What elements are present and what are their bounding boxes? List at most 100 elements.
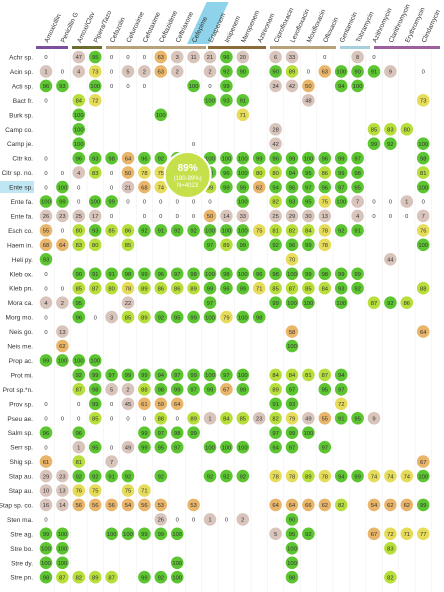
value-dot: [285, 65, 299, 78]
value-dot: [203, 310, 217, 324]
value-label: 42: [289, 84, 295, 90]
value-dot: [154, 440, 168, 454]
value-label: 99: [141, 575, 147, 581]
value-label: 62: [59, 344, 65, 350]
value-dot: [236, 383, 250, 396]
value-dot: [351, 267, 364, 281]
value-dot: [39, 556, 53, 570]
value-dot: [138, 498, 151, 512]
value-label: 98: [158, 388, 164, 394]
value-dot: [302, 498, 315, 512]
value-label: 63: [158, 70, 164, 76]
value-label: 23: [59, 214, 65, 220]
value-label: 0: [44, 272, 47, 278]
value-dot: [236, 310, 250, 324]
value-dot: [285, 180, 299, 194]
value-dot: [236, 50, 250, 64]
value-dot: [334, 383, 348, 396]
value-dot: [203, 296, 217, 309]
value-dot: [56, 180, 69, 194]
value-label: 91: [92, 272, 98, 278]
value-dot: [318, 368, 332, 382]
value-dot: [351, 166, 364, 179]
row-label: Stre dy.: [11, 560, 33, 567]
value-label: 85: [125, 243, 131, 249]
value-label: 0: [176, 200, 179, 206]
value-label: 98: [420, 156, 426, 162]
value-dot: [269, 209, 282, 223]
row-label: Prot sp.*n.: [3, 387, 34, 394]
value-label: 73: [92, 70, 98, 76]
value-label: 97: [338, 388, 344, 394]
value-label: 0: [44, 55, 47, 61]
value-dot: [285, 238, 299, 252]
value-label: 94: [158, 373, 165, 379]
value-dot: [384, 469, 397, 483]
row-label: Acti sp.: [12, 83, 34, 90]
value-label: 2: [176, 70, 179, 76]
value-label: 99: [338, 272, 344, 278]
value-label: 9: [389, 70, 392, 76]
value-dot: [72, 166, 86, 179]
value-label: 0: [422, 70, 425, 76]
value-dot: [416, 224, 430, 237]
value-label: 85: [76, 286, 82, 292]
value-label: 0: [389, 214, 392, 220]
value-label: 84: [305, 229, 312, 235]
value-label: 0: [61, 70, 64, 76]
row-label: Kleb pn.: [9, 286, 33, 293]
value-label: 97: [174, 445, 180, 451]
value-label: 71: [240, 113, 246, 119]
value-label: 92: [76, 373, 82, 379]
value-label: 78: [289, 474, 295, 480]
value-dot: [285, 195, 299, 208]
value-label: 0: [44, 315, 47, 321]
value-dot: [170, 527, 184, 541]
value-dot: [187, 411, 200, 425]
value-label: 80: [76, 229, 82, 235]
value-label: 83: [387, 127, 393, 133]
value-dot: [285, 151, 299, 165]
value-dot: [252, 267, 266, 281]
value-label: 0: [44, 402, 47, 408]
value-label: 84: [76, 99, 83, 105]
value-label: 100: [189, 84, 199, 90]
value-dot: [121, 296, 135, 309]
value-label: 71: [141, 489, 147, 495]
value-label: 44: [387, 258, 394, 264]
value-label: 95: [322, 388, 328, 394]
group-bar: [72, 46, 102, 49]
value-label: 94: [338, 373, 345, 379]
value-label: 93: [59, 84, 65, 90]
value-dot: [334, 281, 348, 295]
value-label: 0: [61, 229, 64, 235]
value-label: 1: [405, 200, 408, 206]
value-dot: [105, 224, 118, 237]
value-label: 100: [205, 99, 215, 105]
value-label: 0: [143, 214, 146, 220]
value-dot: [285, 325, 299, 338]
value-label: 50: [125, 171, 131, 177]
value-dot: [154, 267, 168, 281]
value-dot: [367, 498, 381, 512]
value-dot: [121, 267, 135, 281]
value-dot: [121, 368, 135, 382]
value-label: 72: [387, 532, 393, 538]
value-label: 0: [44, 156, 47, 162]
row-label: Stap au.: [9, 488, 33, 495]
value-label: 0: [110, 171, 113, 177]
value-label: 30: [305, 214, 311, 220]
value-label: 99: [141, 431, 147, 437]
value-dot: [236, 513, 250, 526]
value-dot: [384, 65, 397, 78]
value-label: 17: [92, 214, 98, 220]
row-label: Stre ag.: [10, 531, 33, 538]
value-dot: [88, 570, 102, 584]
value-dot: [351, 151, 364, 165]
value-label: 2: [143, 70, 146, 76]
value-label: 100: [58, 561, 68, 567]
value-dot: [72, 238, 86, 252]
value-dot: [302, 195, 315, 208]
value-label: 0: [143, 416, 146, 422]
value-dot: [121, 527, 135, 541]
